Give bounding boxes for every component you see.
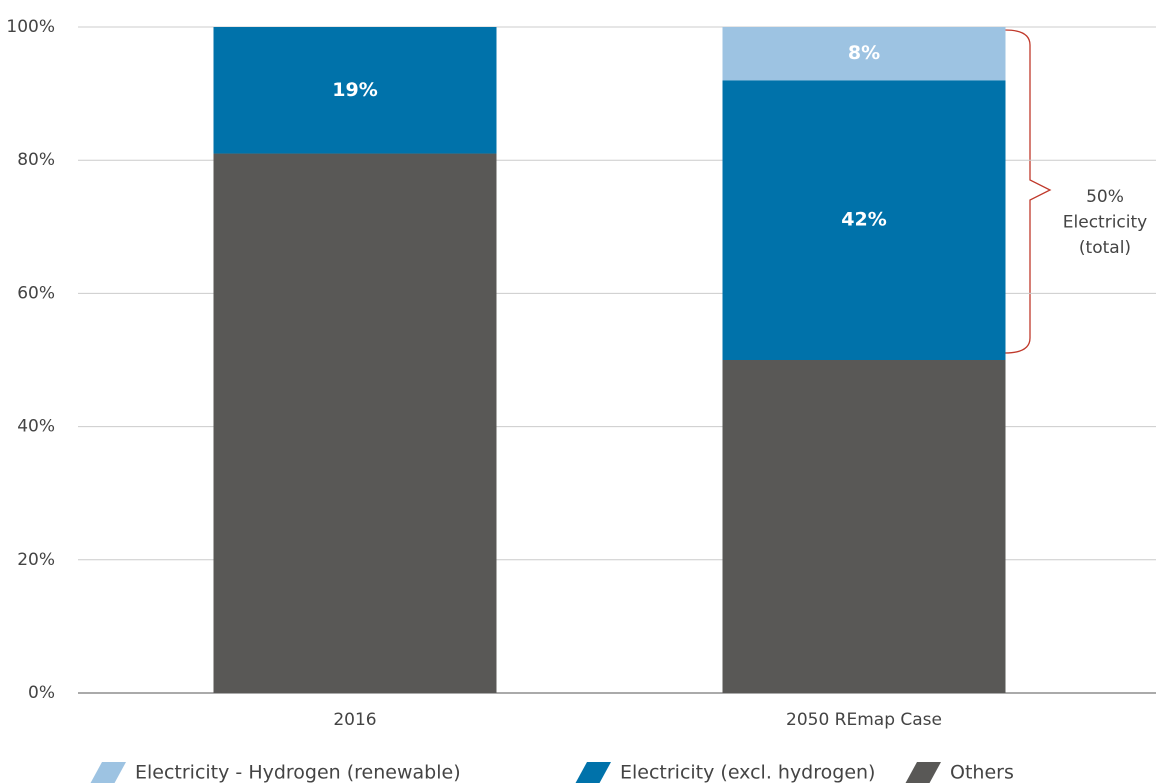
value-label: 42% xyxy=(841,209,886,231)
legend-label: Electricity (excl. hydrogen) xyxy=(620,762,875,783)
legend-label: Others xyxy=(950,762,1014,783)
bar-segment xyxy=(722,80,1006,360)
annotation: 50% xyxy=(1086,187,1124,207)
y-tick-label: 40% xyxy=(17,417,55,437)
bar-segment xyxy=(213,27,497,154)
annotation: (total) xyxy=(1079,238,1131,258)
x-tick-label: 2016 xyxy=(333,710,376,730)
bar-segment xyxy=(722,27,1006,81)
value-label: 19% xyxy=(332,79,377,101)
bracket xyxy=(1004,29,1052,354)
annotation: Electricity xyxy=(1063,213,1147,233)
bar-segment xyxy=(213,153,497,694)
y-tick-label: 20% xyxy=(17,550,55,570)
value-label: 8% xyxy=(848,42,880,64)
x-tick-label: 2050 REmap Case xyxy=(786,710,942,730)
y-tick-label: 0% xyxy=(28,683,55,703)
legend-swatch xyxy=(575,762,611,783)
legend-label: Electricity - Hydrogen (renewable) xyxy=(135,762,461,783)
legend-swatch xyxy=(905,762,941,783)
legend-swatch xyxy=(90,762,126,783)
y-tick-label: 60% xyxy=(17,283,55,303)
y-tick-label: 80% xyxy=(17,150,55,170)
bar-segment xyxy=(722,360,1006,693)
y-tick-label: 100% xyxy=(6,17,55,37)
